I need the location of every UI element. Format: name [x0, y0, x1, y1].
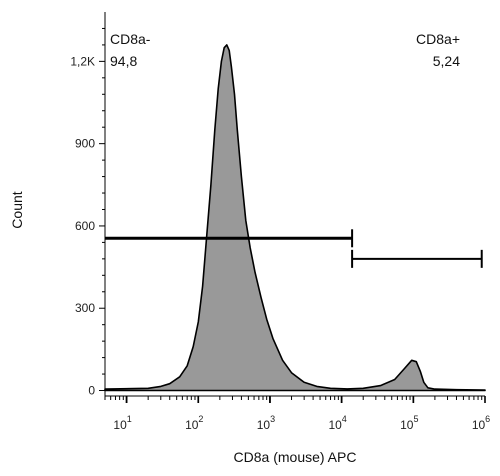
histogram-series	[104, 44, 486, 392]
x-tick-label: 104	[328, 414, 346, 432]
x-tick-label: 103	[257, 414, 275, 432]
x-tick-exponent: 2	[198, 414, 203, 424]
x-tick-label: 101	[113, 414, 131, 432]
y-tick-label: 1,2K	[70, 54, 95, 68]
x-tick-exponent: 5	[413, 414, 418, 424]
x-tick-label: 106	[472, 414, 490, 432]
x-tick-exponent: 4	[342, 414, 347, 424]
x-tick-base: 10	[400, 418, 414, 432]
x-tick-label: 105	[400, 414, 418, 432]
x-tick-label: 102	[185, 414, 203, 432]
x-tick-base: 10	[113, 418, 127, 432]
y-tick-label: 900	[75, 137, 95, 151]
x-tick-exponent: 3	[270, 414, 275, 424]
x-tick-exponent: 1	[127, 414, 132, 424]
x-tick-base: 10	[328, 418, 342, 432]
y-tick-label: 0	[88, 384, 95, 398]
y-axis-ticks: 0 300 600 900 1,2K	[70, 27, 105, 398]
x-axis-ticks: 101 102 103 104 105 106	[104, 396, 490, 432]
x-tick-exponent: 6	[485, 414, 490, 424]
y-tick-label: 300	[75, 301, 95, 315]
x-axis-title: CD8a (mouse) APC	[234, 449, 357, 465]
x-tick-base: 10	[472, 418, 486, 432]
gate-cd8a-pos-name: CD8a+	[416, 31, 460, 47]
gate-markers	[105, 229, 483, 268]
y-tick-label: 600	[75, 219, 95, 233]
gate-cd8a-pos-value: 5,24	[433, 53, 460, 69]
x-tick-base: 10	[185, 418, 199, 432]
x-tick-base: 10	[257, 418, 271, 432]
gate-cd8a-neg-name: CD8a-	[110, 31, 151, 47]
y-axis-title: Count	[9, 191, 25, 228]
gate-cd8a-neg-value: 94,8	[110, 53, 137, 69]
